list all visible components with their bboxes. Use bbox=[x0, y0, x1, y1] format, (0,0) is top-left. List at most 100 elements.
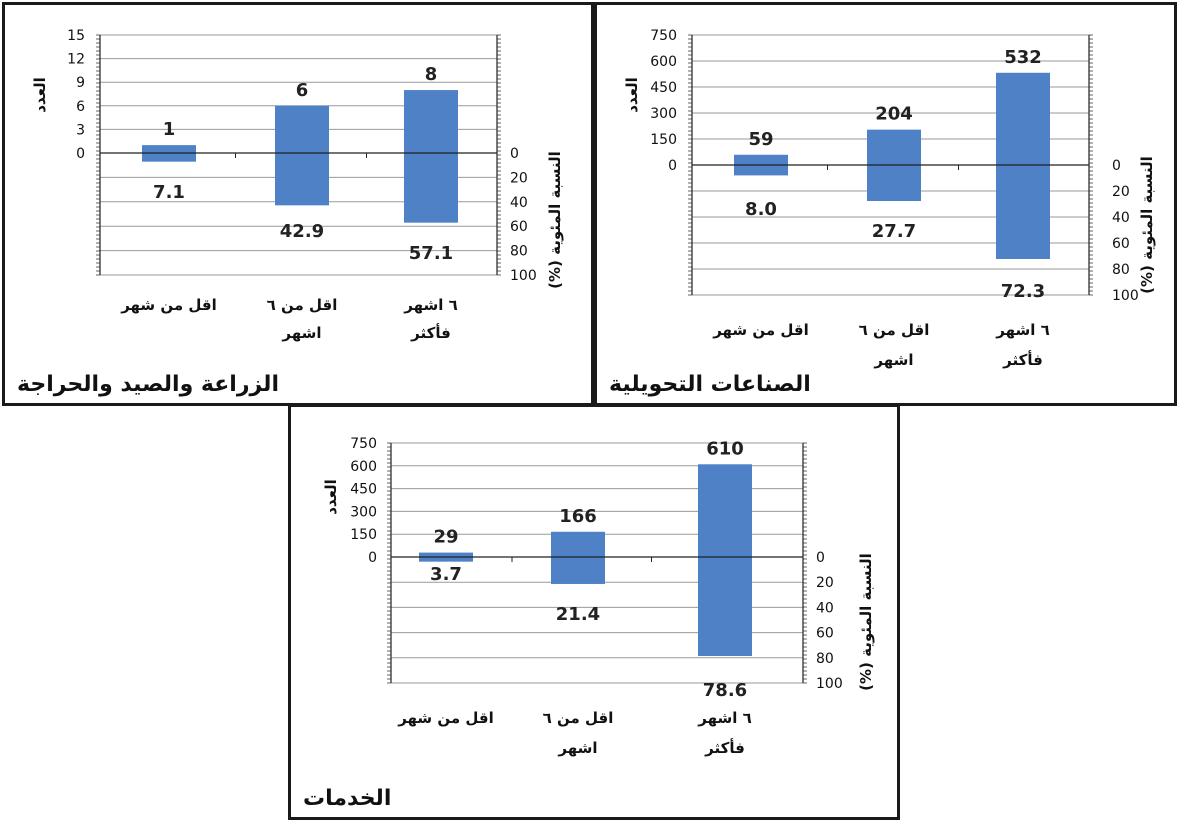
count-bar bbox=[419, 552, 473, 557]
y2-tick-label: 100 bbox=[816, 676, 843, 692]
percent-bar bbox=[996, 165, 1050, 259]
percent-bar bbox=[698, 557, 752, 657]
category-label: ٦ اشهر bbox=[697, 709, 752, 727]
category-label: اشهر bbox=[281, 324, 321, 342]
y2-tick-label: 0 bbox=[1112, 158, 1121, 174]
y2-tick-label: 40 bbox=[510, 195, 528, 211]
chart-title-agriculture: الزراعة والصيد والحراجة bbox=[17, 372, 279, 397]
percent-data-label: 7.1 bbox=[153, 182, 185, 203]
y2-tick-label: 80 bbox=[816, 651, 834, 667]
percent-bar bbox=[275, 153, 329, 206]
y2-tick-label: 20 bbox=[1112, 184, 1130, 200]
count-bar bbox=[142, 145, 196, 153]
y2-tick-label: 40 bbox=[1112, 210, 1130, 226]
y-tick-label: 450 bbox=[650, 80, 677, 96]
chart-panel-services: 0 150 300 450 600 750 0 20 40 60 80 100 29 3.7 166 21.4… bbox=[288, 404, 900, 820]
y-tick-label: 600 bbox=[650, 54, 677, 70]
y-tick-label: 300 bbox=[650, 106, 677, 122]
chart-panel-manufacturing: 0 150 300 450 600 750 0 20 40 60 80 100 59 8.0 204 27.7… bbox=[594, 2, 1177, 406]
y2-tick-label: 60 bbox=[1112, 236, 1130, 252]
category-label: اشهر bbox=[873, 351, 913, 369]
percent-data-label: 8.0 bbox=[745, 199, 777, 220]
y2-tick-label: 20 bbox=[510, 170, 528, 186]
percent-data-label: 57.1 bbox=[409, 243, 453, 264]
y2-tick-label: 20 bbox=[816, 575, 834, 591]
category-label: اشهر bbox=[557, 739, 597, 757]
y-tick-label: 750 bbox=[350, 436, 377, 452]
category-label: فأكثر bbox=[1002, 350, 1043, 369]
chart-svg-services: 0 150 300 450 600 750 0 20 40 60 80 100 29 3.7 166 21.4… bbox=[322, 436, 875, 757]
y-tick-label: 9 bbox=[76, 75, 85, 91]
percent-data-label: 3.7 bbox=[430, 564, 462, 585]
count-data-label: 8 bbox=[425, 64, 438, 85]
y2-tick-label: 40 bbox=[816, 600, 834, 616]
category-label: اقل من ٦ bbox=[859, 321, 930, 339]
y-tick-label: 600 bbox=[350, 459, 377, 475]
y-tick-label: 150 bbox=[650, 132, 677, 148]
count-bar bbox=[698, 464, 752, 557]
y-tick-label: 0 bbox=[668, 158, 677, 174]
category-label: فأكثر bbox=[410, 323, 451, 342]
y2-tick-label: 0 bbox=[510, 146, 519, 162]
category-label: ٦ اشهر bbox=[403, 296, 458, 314]
count-bar bbox=[551, 531, 605, 557]
y2-tick-label: 100 bbox=[1112, 288, 1139, 304]
y2-tick-label: 60 bbox=[510, 219, 528, 235]
count-bar bbox=[867, 129, 921, 165]
count-data-label: 1 bbox=[163, 119, 176, 140]
chart-panel-agriculture: 0 3 6 9 12 15 0 20 40 60 80 100 1 7.1 6 42.9 8 57.1 اقل من… bbox=[2, 2, 594, 406]
count-data-label: 29 bbox=[433, 527, 458, 548]
chart-title-services: الخدمات bbox=[303, 786, 392, 811]
count-data-label: 6 bbox=[296, 80, 309, 101]
y2-tick-label: 60 bbox=[816, 626, 834, 642]
category-label: ٦ اشهر bbox=[995, 321, 1050, 339]
y2-tick-label: 80 bbox=[1112, 262, 1130, 278]
y2-axis-title: النسبة المئوية (%) bbox=[857, 553, 875, 691]
y-axis-title: العدد bbox=[623, 77, 641, 113]
chart-title-manufacturing: الصناعات التحويلية bbox=[609, 372, 811, 397]
percent-data-label: 72.3 bbox=[1001, 281, 1045, 302]
y-tick-label: 0 bbox=[76, 146, 85, 162]
category-label: اقل من ٦ bbox=[543, 709, 614, 727]
percent-bar bbox=[404, 153, 458, 223]
count-bar bbox=[275, 105, 329, 153]
percent-bar bbox=[734, 165, 788, 176]
y2-axis-title: النسبة المئوية (%) bbox=[546, 151, 564, 289]
percent-bar bbox=[867, 165, 921, 202]
percent-bar bbox=[142, 153, 196, 162]
percent-bar bbox=[419, 557, 473, 562]
y-tick-label: 12 bbox=[67, 52, 85, 68]
percent-data-label: 21.4 bbox=[556, 604, 600, 625]
category-label: فأكثر bbox=[704, 738, 745, 757]
percent-data-label: 42.9 bbox=[280, 221, 324, 242]
category-label: اقل من شهر bbox=[120, 296, 217, 314]
count-bar bbox=[734, 154, 788, 165]
count-bar bbox=[996, 72, 1050, 165]
chart-svg-manufacturing: 0 150 300 450 600 750 0 20 40 60 80 100 59 8.0 204 27.7… bbox=[623, 28, 1156, 369]
y-tick-label: 150 bbox=[350, 527, 377, 543]
count-data-label: 59 bbox=[748, 129, 773, 150]
y-axis-title: العدد bbox=[322, 479, 340, 515]
y-tick-label: 300 bbox=[350, 504, 377, 520]
y-tick-label: 450 bbox=[350, 482, 377, 498]
y2-tick-label: 0 bbox=[816, 550, 825, 566]
y2-tick-label: 80 bbox=[510, 244, 528, 260]
y-tick-label: 3 bbox=[76, 122, 85, 138]
count-data-label: 166 bbox=[559, 506, 597, 527]
y2-tick-label: 100 bbox=[510, 268, 537, 284]
count-data-label: 532 bbox=[1004, 47, 1042, 68]
y2-axis-title: النسبة المئوية (%) bbox=[1138, 156, 1156, 294]
count-data-label: 204 bbox=[875, 104, 913, 125]
y-tick-label: 6 bbox=[76, 99, 85, 115]
y-tick-label: 0 bbox=[368, 550, 377, 566]
y-axis-title: العدد bbox=[31, 77, 49, 113]
category-label: اقل من شهر bbox=[712, 321, 809, 339]
percent-bar bbox=[551, 557, 605, 584]
count-data-label: 610 bbox=[706, 438, 744, 459]
percent-data-label: 78.6 bbox=[703, 680, 747, 701]
count-bar bbox=[404, 90, 458, 153]
category-label: اقل من ٦ bbox=[267, 296, 338, 314]
y-tick-label: 750 bbox=[650, 28, 677, 44]
percent-data-label: 27.7 bbox=[872, 221, 916, 242]
category-label: اقل من شهر bbox=[397, 709, 494, 727]
